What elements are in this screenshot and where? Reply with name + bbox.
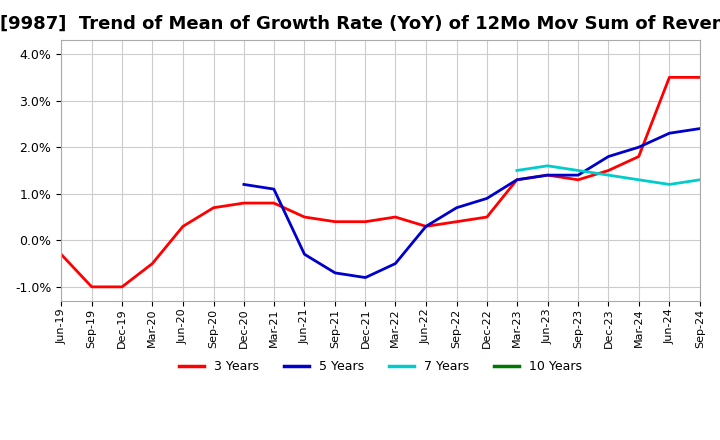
Legend: 3 Years, 5 Years, 7 Years, 10 Years: 3 Years, 5 Years, 7 Years, 10 Years <box>174 355 588 378</box>
Title: [9987]  Trend of Mean of Growth Rate (YoY) of 12Mo Mov Sum of Revenues: [9987] Trend of Mean of Growth Rate (YoY… <box>1 15 720 33</box>
